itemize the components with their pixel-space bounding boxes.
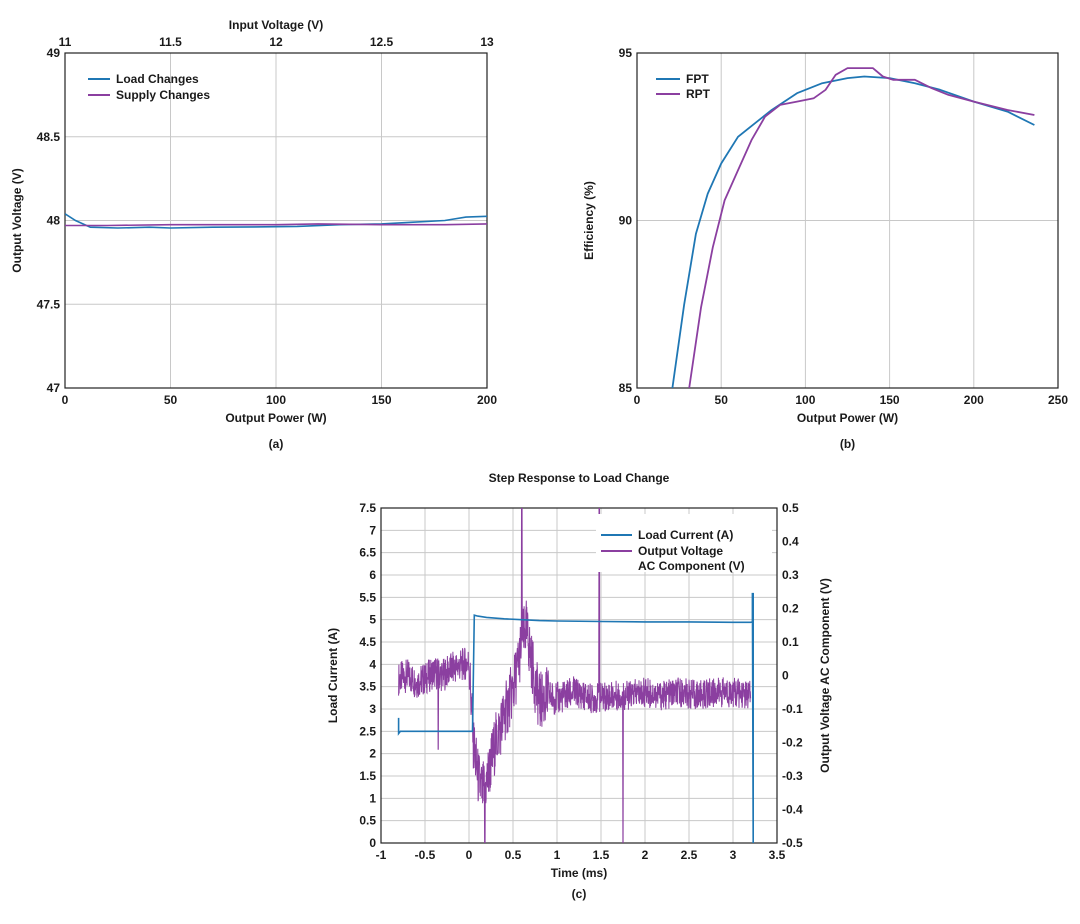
x-tick-label: 2 bbox=[642, 848, 649, 862]
legend-label: FPT bbox=[686, 72, 709, 86]
y-axis-label: Output Voltage (V) bbox=[10, 168, 24, 272]
legend-background bbox=[596, 514, 772, 572]
x-tick-label: 150 bbox=[371, 393, 391, 407]
legend-label: Output Voltage bbox=[638, 544, 723, 558]
x-axis-label: Output Power (W) bbox=[225, 411, 326, 425]
plot-frame bbox=[636, 52, 1059, 389]
y-tick-label: 1.5 bbox=[359, 769, 376, 783]
x2-tick-label: 12 bbox=[269, 35, 283, 49]
y-tick-label: 4 bbox=[369, 657, 376, 671]
legend-label: Load Changes bbox=[116, 72, 199, 86]
y-axis-label: Efficiency (%) bbox=[582, 181, 596, 260]
y2-tick-label: 0.1 bbox=[782, 635, 799, 649]
y2-tick-label: 0.4 bbox=[782, 535, 799, 549]
y-tick-label: 4.5 bbox=[359, 635, 376, 649]
x-tick-label: 3.5 bbox=[769, 848, 786, 862]
y2-tick-label: 0.2 bbox=[782, 602, 799, 616]
x-axis-label: Output Power (W) bbox=[797, 411, 898, 425]
y-tick-label: 47 bbox=[47, 381, 61, 395]
x2-tick-label: 13 bbox=[480, 35, 494, 49]
x-tick-label: 3 bbox=[730, 848, 737, 862]
y-tick-label: 3.5 bbox=[359, 680, 376, 694]
x-tick-label: 0.5 bbox=[505, 848, 522, 862]
y2-tick-label: -0.5 bbox=[782, 836, 803, 850]
y2-axis-label: Output Voltage AC Component (V) bbox=[818, 578, 832, 773]
x-axis-label: Time (ms) bbox=[551, 866, 607, 880]
legend-label: RPT bbox=[686, 87, 711, 101]
y-tick-label: 7 bbox=[369, 523, 376, 537]
y-tick-label: 3 bbox=[369, 702, 376, 716]
y2-tick-label: 0.5 bbox=[782, 501, 799, 515]
series-line-supply-changes bbox=[65, 223, 487, 227]
y-tick-label: 1 bbox=[369, 791, 376, 805]
series-line-output-voltage-ac bbox=[398, 508, 752, 843]
y2-tick-label: -0.3 bbox=[782, 769, 803, 783]
y2-tick-label: -0.4 bbox=[782, 803, 803, 817]
x-tick-label: 1 bbox=[554, 848, 561, 862]
y2-tick-label: -0.2 bbox=[782, 736, 803, 750]
y-tick-label: 48.5 bbox=[37, 130, 61, 144]
x-tick-label: 2.5 bbox=[681, 848, 698, 862]
plot-frame bbox=[64, 52, 488, 389]
panel-label: (a) bbox=[269, 437, 284, 451]
y-tick-label: 7.5 bbox=[359, 501, 376, 515]
y2-tick-label: 0.3 bbox=[782, 568, 799, 582]
x-tick-label: 0 bbox=[466, 848, 473, 862]
y-axis-label: Load Current (A) bbox=[326, 628, 340, 723]
x2-axis-label: Input Voltage (V) bbox=[229, 18, 323, 32]
panel-label: (c) bbox=[572, 887, 587, 901]
x-tick-label: 250 bbox=[1048, 393, 1068, 407]
y-tick-label: 47.5 bbox=[37, 297, 61, 311]
x-tick-label: 100 bbox=[266, 393, 286, 407]
x2-tick-label: 11.5 bbox=[159, 35, 182, 49]
x-tick-label: -0.5 bbox=[415, 848, 436, 862]
y-tick-label: 5.5 bbox=[359, 590, 376, 604]
y-tick-label: 90 bbox=[619, 214, 633, 228]
y-tick-label: 2 bbox=[369, 747, 376, 761]
y2-tick-label: -0.1 bbox=[782, 702, 803, 716]
legend-label: Load Current (A) bbox=[638, 528, 733, 542]
chart-panel-b: 0 50 100 150 200 250 85 90 95 Output Power (W) Eff… bbox=[582, 46, 1068, 451]
chart-title: Step Response to Load Change bbox=[489, 471, 670, 485]
y2-tick-label: 0 bbox=[782, 669, 789, 683]
plot-frame bbox=[380, 507, 778, 844]
chart-panel-c: -1 -0.5 0 0.5 1 1.5 2 2.5 3 3.5 0 0.5 1 1.5 2 2.5 3 3.5 4 4… bbox=[326, 471, 832, 901]
x-tick-label: -1 bbox=[376, 848, 387, 862]
y-tick-label: 0 bbox=[369, 836, 376, 850]
series-line-load-current bbox=[397, 592, 755, 843]
panel-label: (b) bbox=[840, 437, 855, 451]
x-tick-label: 0 bbox=[634, 393, 641, 407]
series-line-load-changes bbox=[65, 213, 487, 229]
x-tick-label: 200 bbox=[477, 393, 497, 407]
y-tick-label: 6 bbox=[369, 568, 376, 582]
y-tick-label: 49 bbox=[47, 46, 61, 60]
x-tick-label: 50 bbox=[164, 393, 178, 407]
y-tick-label: 5 bbox=[369, 613, 376, 627]
y-tick-label: 48 bbox=[47, 214, 61, 228]
y-tick-label: 2.5 bbox=[359, 724, 376, 738]
y-tick-label: 6.5 bbox=[359, 546, 376, 560]
x-tick-label: 200 bbox=[964, 393, 984, 407]
y-tick-label: 0.5 bbox=[359, 814, 376, 828]
legend-label: Supply Changes bbox=[116, 88, 210, 102]
series-line-fpt bbox=[671, 75, 1035, 388]
y-tick-label: 95 bbox=[619, 46, 633, 60]
series-line-rpt bbox=[688, 67, 1035, 388]
legend-label: AC Component (V) bbox=[638, 559, 745, 573]
x2-tick-label: 11 bbox=[59, 35, 72, 49]
x-tick-label: 50 bbox=[715, 393, 729, 407]
x-tick-label: 1.5 bbox=[593, 848, 610, 862]
y-tick-label: 85 bbox=[619, 381, 633, 395]
x-tick-label: 0 bbox=[62, 393, 69, 407]
x2-tick-label: 12.5 bbox=[370, 35, 394, 49]
x-tick-label: 100 bbox=[795, 393, 815, 407]
x-tick-label: 150 bbox=[880, 393, 900, 407]
